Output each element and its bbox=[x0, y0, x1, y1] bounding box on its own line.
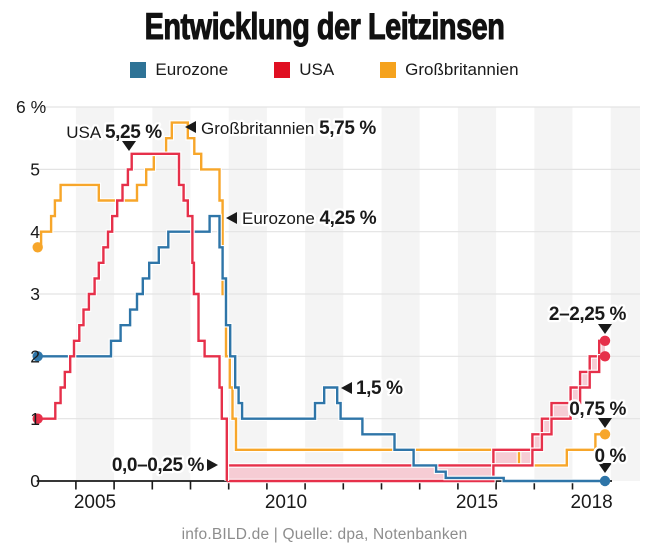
x-tick-label: 2018 bbox=[570, 492, 612, 513]
start-dot-eurozone bbox=[32, 351, 43, 362]
series-line bbox=[37, 121, 605, 467]
legend-item-usa: USA bbox=[274, 60, 334, 80]
annotation-arrow-left-icon bbox=[185, 121, 196, 133]
legend-swatch-eurozone bbox=[130, 62, 147, 78]
y-tick-label: 5 bbox=[30, 160, 40, 180]
annotation-arrow-down-icon bbox=[598, 418, 612, 428]
series-eurozone bbox=[37, 213, 605, 484]
end-dot-usa-band bbox=[599, 335, 611, 346]
legend-label-usa: USA bbox=[299, 60, 335, 79]
series-großbritannien bbox=[37, 120, 605, 468]
series-usa bbox=[37, 151, 230, 481]
x-tick-label: 2005 bbox=[74, 492, 116, 513]
band-border bbox=[226, 339, 605, 467]
end-dot-großbritannien bbox=[599, 429, 611, 440]
y-tick-label: 6 % bbox=[16, 97, 46, 117]
legend-item-grossbritannien: Großbritannien bbox=[380, 60, 519, 80]
annotation-gb-end: 0,75 % bbox=[567, 397, 629, 428]
annotation-ez-2011-peak: 1,5 % bbox=[341, 376, 406, 401]
annotation-arrow-down-icon bbox=[122, 141, 136, 151]
legend-item-eurozone: Eurozone bbox=[130, 60, 228, 80]
annotation-arrow-down-icon bbox=[598, 324, 612, 334]
series-line bbox=[37, 214, 605, 483]
annotation-text: Eurozone 4,25 % bbox=[242, 208, 377, 229]
annotation-arrow-left-icon bbox=[226, 212, 237, 224]
annotation-ez-peak: Eurozone 4,25 % bbox=[226, 206, 379, 231]
annotation-text: 0,0–0,25 % bbox=[112, 455, 205, 476]
annotation-usa-end: 2–2,25 % bbox=[547, 302, 629, 334]
legend-label-grossbritannien: Großbritannien bbox=[405, 60, 519, 79]
x-tick-label: 2010 bbox=[265, 492, 307, 513]
annotation-usa-peak: USA 5,25 % bbox=[64, 120, 165, 151]
legend-swatch-usa bbox=[274, 62, 291, 78]
end-dot-usa-band bbox=[599, 351, 611, 362]
source-credit: info.BILD.de | Quelle: dpa, Notenbanken bbox=[181, 526, 468, 543]
annotation-gb-peak: Großbritannien 5,75 % bbox=[185, 116, 379, 141]
annotation-ez-end: 0 % bbox=[592, 444, 629, 473]
y-tick-label: 0 bbox=[30, 471, 40, 491]
annotation-arrow-right-icon bbox=[207, 459, 218, 471]
annotation-arrow-down-icon bbox=[598, 463, 612, 473]
page-title: Entwicklung der Leitzinsen bbox=[144, 5, 505, 47]
x-tick-label: 2015 bbox=[456, 492, 498, 513]
end-dot-eurozone bbox=[599, 475, 611, 487]
legend-label-eurozone: Eurozone bbox=[155, 60, 229, 79]
series-line bbox=[37, 152, 228, 481]
annotation-usa-zero-band: 0,0–0,25 % bbox=[110, 453, 218, 478]
annotation-arrow-left-icon bbox=[341, 382, 352, 394]
annotation-text: Großbritannien 5,75 % bbox=[201, 118, 376, 139]
legend-swatch-grossbritannien bbox=[380, 62, 397, 78]
series-endpoint-dots bbox=[32, 242, 611, 487]
y-tick-label: 3 bbox=[30, 284, 40, 304]
annotation-text: USA 5,25 % bbox=[66, 122, 162, 143]
legend: Eurozone USA Großbritannien bbox=[0, 60, 649, 80]
start-dot-usa bbox=[32, 413, 43, 424]
x-axis-labels: 2005 2010 2015 2018 bbox=[74, 492, 613, 513]
annotations: USA 5,25 % Großbritannien 5,75 % Eurozone … bbox=[64, 116, 629, 479]
band-border bbox=[226, 355, 605, 483]
annotation-text: 0,75 % bbox=[569, 399, 626, 420]
y-axis-labels: 0 1 2 3 4 5 6 % bbox=[16, 97, 46, 491]
annotation-text: 2–2,25 % bbox=[549, 304, 627, 325]
y-tick-label: 1 bbox=[30, 409, 40, 429]
y-tick-label: 4 bbox=[30, 222, 40, 242]
annotation-text: 1,5 % bbox=[356, 378, 403, 399]
start-dot-großbritannien bbox=[32, 242, 43, 253]
annotation-text: 0 % bbox=[594, 446, 626, 467]
y-tick-label: 2 bbox=[30, 347, 40, 367]
usa-target-band-borders bbox=[226, 338, 605, 484]
